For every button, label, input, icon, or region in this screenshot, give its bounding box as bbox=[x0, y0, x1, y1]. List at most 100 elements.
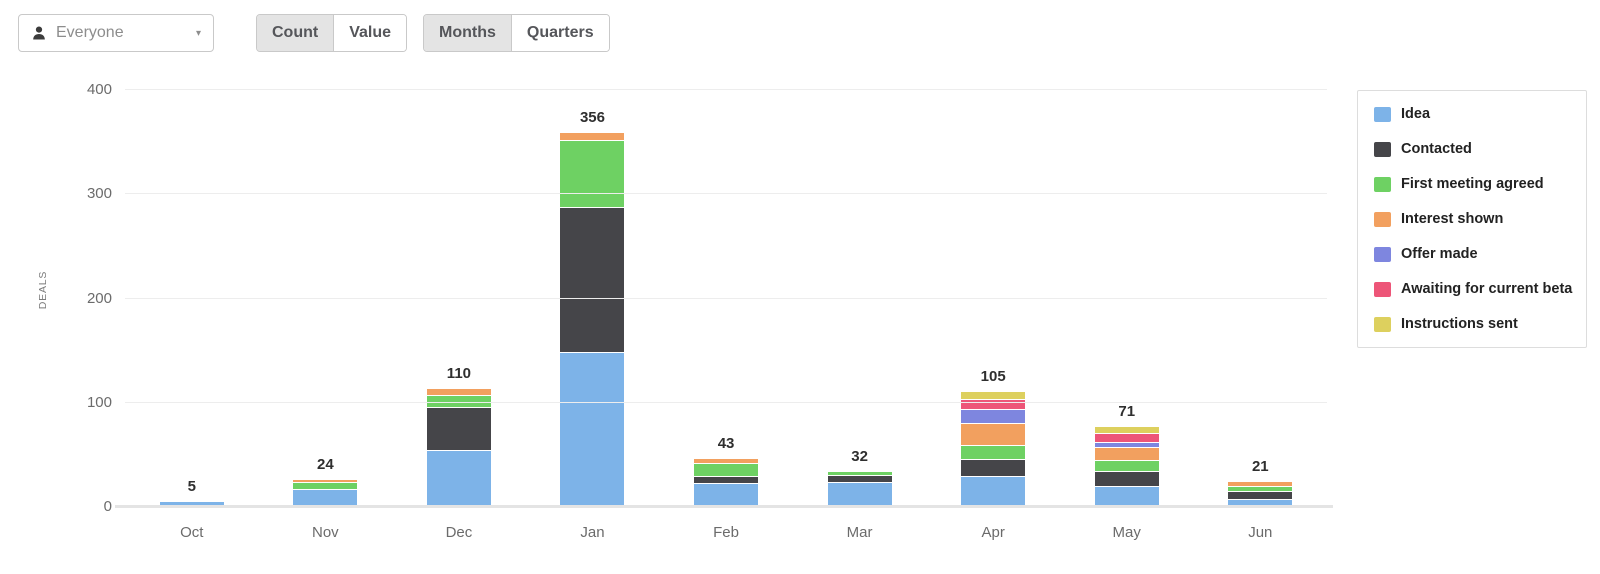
owner-filter-value: Everyone bbox=[56, 24, 124, 41]
bar-segment[interactable] bbox=[293, 480, 358, 483]
legend-swatch-icon bbox=[1374, 211, 1391, 227]
bar-segment[interactable] bbox=[961, 445, 1026, 460]
bar-segment[interactable] bbox=[1094, 434, 1159, 442]
bar-segment[interactable] bbox=[560, 207, 625, 352]
stacked-bar-jan[interactable] bbox=[560, 132, 625, 507]
gridline bbox=[125, 297, 1327, 299]
legend-item[interactable]: Idea bbox=[1374, 106, 1570, 122]
stacked-bar-apr[interactable] bbox=[961, 391, 1026, 507]
gridline bbox=[125, 193, 1327, 195]
bar-segment[interactable] bbox=[694, 484, 759, 507]
legend-item[interactable]: Offer made bbox=[1374, 246, 1570, 262]
bar-segment[interactable] bbox=[1228, 487, 1293, 492]
bar-group-may: 71 May bbox=[1060, 90, 1194, 541]
bar-segment[interactable] bbox=[1094, 442, 1159, 447]
y-axis-tick-label: 400 bbox=[86, 81, 112, 98]
owner-filter-dropdown[interactable]: Everyone ▾ bbox=[18, 14, 214, 52]
bar-segment[interactable] bbox=[961, 476, 1026, 507]
bar-group-oct: 5 Oct bbox=[125, 90, 259, 541]
bar-group-nov: 24 Nov bbox=[259, 90, 393, 541]
period-toggle-quarters[interactable]: Quarters bbox=[510, 15, 609, 51]
gridline bbox=[125, 89, 1327, 90]
y-axis-tick-label: 200 bbox=[86, 289, 112, 307]
x-axis-label: Feb bbox=[713, 524, 739, 541]
bar-group-dec: 110 Dec bbox=[392, 90, 526, 541]
bar-group-jan: 356 Jan bbox=[526, 90, 660, 541]
legend-label: First meeting agreed bbox=[1401, 176, 1544, 192]
bar-segment[interactable] bbox=[694, 464, 759, 476]
y-axis-tick-label: 100 bbox=[86, 393, 112, 411]
period-toggle-months[interactable]: Months bbox=[424, 15, 511, 51]
legend-swatch-icon bbox=[1374, 176, 1391, 192]
legend-item[interactable]: Awaiting for current beta bbox=[1374, 281, 1572, 297]
legend-swatch-icon bbox=[1374, 141, 1391, 157]
bar-segment[interactable] bbox=[1094, 471, 1159, 487]
x-axis-label: Jun bbox=[1248, 524, 1273, 541]
legend-item[interactable]: Instructions sent bbox=[1374, 316, 1570, 332]
bar-segment[interactable] bbox=[1228, 492, 1293, 499]
bar-group-mar: 32 Mar bbox=[793, 90, 927, 541]
bar-total-label: 105 bbox=[980, 367, 1006, 385]
person-icon bbox=[33, 26, 45, 40]
bar-segment[interactable] bbox=[961, 391, 1026, 399]
legend-label: Offer made bbox=[1401, 246, 1478, 262]
bar-segment[interactable] bbox=[159, 501, 224, 507]
bar-segment[interactable] bbox=[961, 460, 1026, 476]
legend-swatch-icon bbox=[1374, 246, 1391, 262]
x-axis-label: Mar bbox=[846, 524, 873, 541]
bar-total-label: 71 bbox=[1118, 402, 1136, 420]
x-axis-label: Oct bbox=[180, 524, 204, 541]
bar-segment[interactable] bbox=[961, 423, 1026, 445]
metric-toggle-value[interactable]: Value bbox=[333, 15, 407, 51]
stacked-bar-dec[interactable] bbox=[426, 389, 491, 507]
bar-segment[interactable] bbox=[1094, 427, 1159, 434]
legend-label: Interest shown bbox=[1401, 211, 1504, 227]
metric-toggle: Count Value bbox=[256, 14, 408, 52]
bar-segment[interactable] bbox=[560, 141, 625, 207]
bar-segment[interactable] bbox=[1094, 461, 1159, 471]
bar-segment[interactable] bbox=[827, 483, 892, 507]
legend-item[interactable]: First meeting agreed bbox=[1374, 176, 1570, 192]
x-axis-label: May bbox=[1112, 524, 1141, 541]
legend: Idea Contacted First meeting agreed Interes… bbox=[1357, 90, 1587, 348]
bar-segment[interactable] bbox=[1228, 482, 1293, 487]
bar-segment[interactable] bbox=[694, 476, 759, 484]
bar-segment[interactable] bbox=[560, 132, 625, 141]
legend-label: Contacted bbox=[1401, 141, 1472, 157]
stacked-bar-may[interactable] bbox=[1094, 427, 1159, 507]
bar-segment[interactable] bbox=[1094, 487, 1159, 507]
x-axis-label: Apr bbox=[981, 524, 1005, 541]
bar-segment[interactable] bbox=[426, 395, 491, 408]
stacked-bar-mar[interactable] bbox=[827, 471, 892, 507]
stacked-bar-feb[interactable] bbox=[694, 459, 759, 507]
bar-segment[interactable] bbox=[293, 490, 358, 507]
bar-segment[interactable] bbox=[827, 475, 892, 483]
gridline bbox=[115, 505, 1333, 508]
bar-segment[interactable] bbox=[961, 399, 1026, 410]
bar-segment[interactable] bbox=[827, 471, 892, 475]
bar-segment[interactable] bbox=[694, 459, 759, 464]
legend-label: Idea bbox=[1401, 106, 1431, 122]
metric-toggle-count[interactable]: Count bbox=[257, 15, 334, 51]
period-toggle: Months Quarters bbox=[423, 14, 610, 52]
legend-item[interactable]: Contacted bbox=[1374, 141, 1570, 157]
bar-segment[interactable] bbox=[293, 483, 358, 490]
bar-total-label: 21 bbox=[1251, 458, 1269, 476]
stacked-bar-jun[interactable] bbox=[1228, 482, 1293, 507]
gridline bbox=[125, 401, 1327, 403]
legend-swatch-icon bbox=[1374, 316, 1391, 332]
bar-segment[interactable] bbox=[1228, 499, 1293, 507]
bar-segment[interactable] bbox=[1094, 447, 1159, 461]
caret-down-icon: ▾ bbox=[195, 27, 201, 39]
bar-segment[interactable] bbox=[560, 352, 625, 507]
bar-segment[interactable] bbox=[426, 408, 491, 450]
bar-segment[interactable] bbox=[961, 410, 1026, 423]
bar-segment[interactable] bbox=[426, 389, 491, 395]
stacked-bar-nov[interactable] bbox=[293, 480, 358, 507]
stacked-bar-oct[interactable] bbox=[159, 501, 224, 507]
y-axis: 0 100 200 300 400 bbox=[0, 81, 112, 515]
x-axis-label: Dec bbox=[445, 524, 473, 541]
legend-item[interactable]: Interest shown bbox=[1374, 211, 1570, 227]
bar-segment[interactable] bbox=[426, 450, 491, 507]
